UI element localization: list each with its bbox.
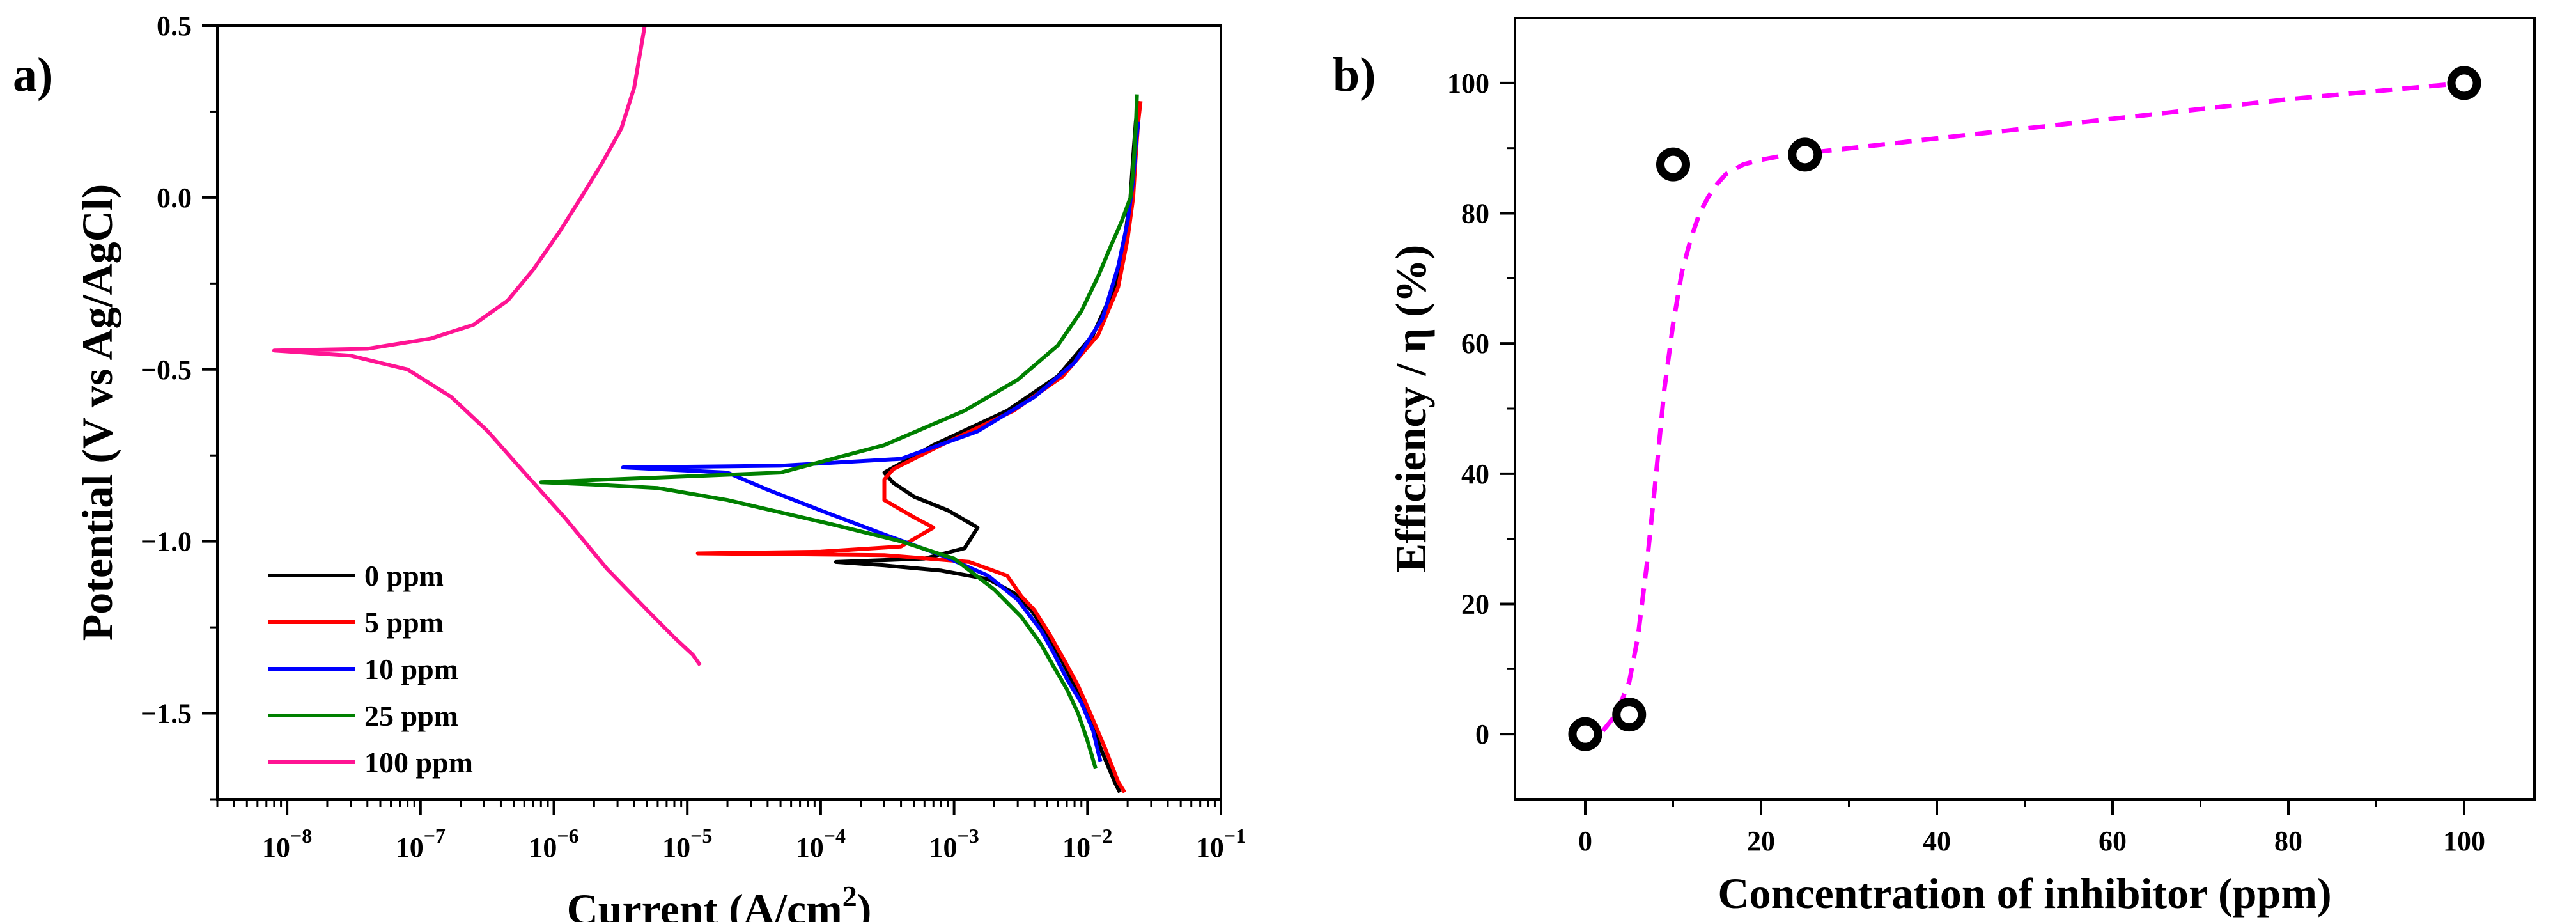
x-tick-label: 10−4 [796,824,846,863]
y-tick-label: 0.5 [157,10,192,42]
chart-a-axes: 10−8 10−7 10−6 10−5 10−4 10−3 10−2 10−1 0.5 0.0 −0… [141,10,1246,863]
series-line-5-ppm [695,100,1143,793]
data-point [1568,717,1602,751]
x-tick-label: 10−1 [1196,824,1246,863]
x-tick-label: 10−8 [262,824,312,863]
y-tick-label: 0.0 [157,182,192,214]
y-tick-label: −0.5 [141,354,192,386]
x-tick-label: 80 [2274,825,2302,857]
x-tick-label: 100 [2443,825,2485,857]
series-line-25-ppm [539,94,1139,769]
x-tick-label: 40 [1923,825,1951,857]
chart-a-x-axis-title: Current (A/cm2) [567,880,872,922]
y-tick-label: −1.5 [141,698,192,730]
chart-b-x-axis-title: Concentration of inhibitor (ppm) [1718,869,2331,918]
y-tick-label: 100 [1447,68,1489,99]
chart-a-plot-area [272,26,1143,793]
y-tick-label: −1.0 [141,526,192,558]
chart-b-axes: 0 20 40 60 80 100 0 20 40 60 80 100 [1447,17,2536,857]
chart-b-frame [1514,17,2536,801]
x-tick-label: 10−7 [396,824,446,863]
chart-a-polarization: a) 10−8 10−7 10−6 10−5 10−4 10−3 10−2 10−1 0.5 0.… [13,10,1246,922]
x-tick-label: 0 [1578,825,1592,857]
chart-a-y-axis-title: Potential (V vs Ag/AgCl) [73,184,121,641]
chart-b-fit-layer [1601,81,2465,733]
legend-label-25-ppm: 25 ppm [364,699,458,732]
x-tick-label: 10−2 [1062,824,1112,863]
series-line-10-ppm [621,121,1140,762]
y-tick-label: 60 [1461,328,1489,359]
chart-a-series-layer [272,26,1143,793]
x-tick-label: 20 [1747,825,1775,857]
y-tick-label: 0 [1475,719,1489,750]
panel-label-b: b) [1333,48,1376,102]
panel-label-a: a) [13,48,53,102]
y-tick-label: 80 [1461,198,1489,230]
chart-a-frame [216,24,1222,801]
chart-b-efficiency: b) 0 20 40 60 80 100 0 20 40 60 80 100 Concentratio… [1333,17,2536,918]
legend-label-5-ppm: 5 ppm [364,606,444,639]
data-point [1656,147,1690,182]
chart-b-y-axis-title: Efficiency / η (%) [1386,245,1435,573]
legend-label-10-ppm: 10 ppm [364,653,458,685]
x-tick-label: 10−5 [662,824,712,863]
x-tick-label: 10−3 [929,824,979,863]
series-line-100-ppm [272,26,702,667]
data-point [1612,698,1647,732]
legend-label-100-ppm: 100 ppm [364,746,473,779]
chart-b-points-layer [1568,66,2481,751]
chart-a-legend: 0 ppm 5 ppm 10 ppm 25 ppm 100 ppm [268,559,473,779]
x-tick-label: 60 [2099,825,2127,857]
y-tick-label: 40 [1461,458,1489,490]
fit-curve-dashed [1601,81,2465,733]
y-tick-label: 20 [1461,589,1489,620]
legend-label-0-ppm: 0 ppm [364,559,444,592]
data-point [2447,66,2481,100]
x-tick-label: 10−6 [529,824,578,863]
data-point [1788,137,1822,172]
